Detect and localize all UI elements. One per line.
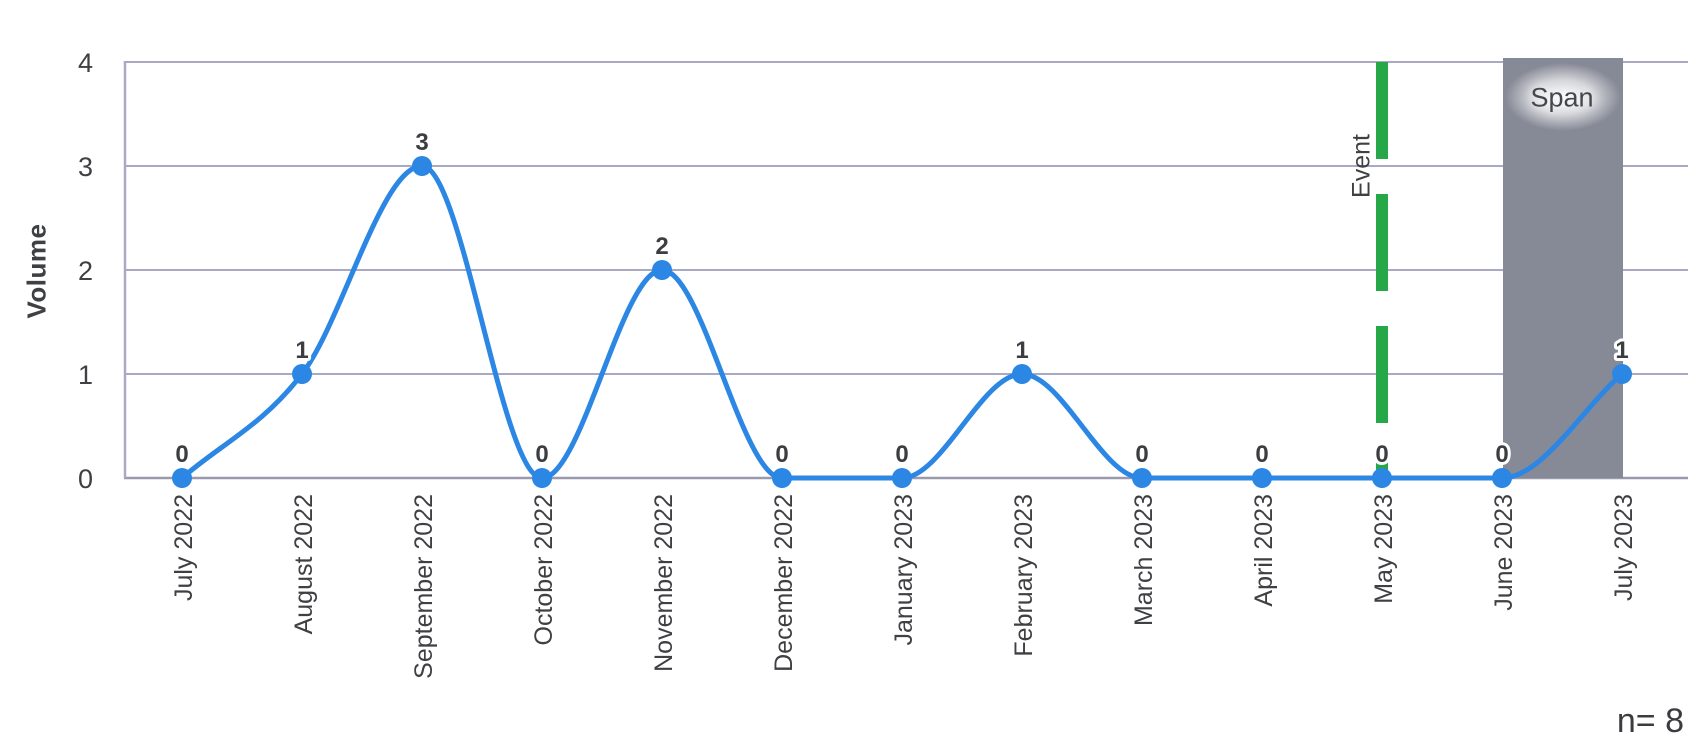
x-tick-label: April 2023	[1250, 494, 1278, 607]
data-point-label: 1	[295, 337, 308, 364]
x-tick-label: August 2022	[290, 494, 318, 634]
data-point-marker	[652, 260, 672, 280]
data-point-marker	[772, 468, 792, 488]
data-point-label: 0	[775, 441, 788, 468]
x-tick-label: November 2022	[650, 494, 678, 672]
x-tick-label: June 2023	[1490, 494, 1518, 611]
trend-line	[179, 163, 1625, 481]
x-tick-label: March 2023	[1130, 494, 1158, 626]
x-tick-label: January 2023	[890, 494, 918, 646]
data-point-marker	[412, 156, 432, 176]
data-point-label: 0	[535, 441, 548, 468]
data-point-marker	[292, 364, 312, 384]
data-point-marker	[532, 468, 552, 488]
data-point-label: 0	[1255, 441, 1268, 468]
y-tick-label: 1	[78, 360, 93, 390]
data-point-marker	[1612, 364, 1632, 384]
event-label: Event	[1347, 134, 1376, 198]
data-point-label: 1	[1615, 337, 1628, 364]
x-tick-label: December 2022	[770, 494, 798, 672]
sample-size-note: n= 8	[1616, 702, 1684, 740]
y-tick-label: 4	[78, 48, 93, 78]
data-point-marker	[892, 468, 912, 488]
x-tick-label: February 2023	[1010, 494, 1038, 657]
x-tick-label: October 2022	[530, 494, 558, 646]
data-point-marker	[1132, 468, 1152, 488]
data-point-marker	[1492, 468, 1512, 488]
data-point-label: 2	[655, 233, 668, 260]
y-axis-title: Volume	[21, 223, 52, 319]
x-tick-label: May 2023	[1370, 494, 1398, 604]
data-point-marker	[1252, 468, 1272, 488]
y-tick-label: 0	[78, 464, 93, 494]
data-point-label: 0	[895, 441, 908, 468]
data-point-label: 1	[1015, 337, 1028, 364]
x-tick-label: July 2022	[170, 494, 198, 601]
data-point-marker	[1372, 468, 1392, 488]
span-label-glow	[1505, 63, 1621, 131]
span-label: Span	[1530, 82, 1594, 113]
data-point-marker	[1012, 364, 1032, 384]
data-point-label: 0	[1495, 441, 1508, 468]
y-tick-label: 2	[78, 256, 93, 286]
data-point-label: 0	[1135, 441, 1148, 468]
data-point-marker	[172, 468, 192, 488]
data-point-label: 0	[175, 441, 188, 468]
data-point-label: 3	[415, 129, 428, 156]
x-tick-label: September 2022	[410, 494, 438, 679]
x-tick-label: July 2023	[1610, 494, 1638, 601]
data-point-label: 0	[1375, 441, 1388, 468]
y-tick-label: 3	[78, 152, 93, 182]
